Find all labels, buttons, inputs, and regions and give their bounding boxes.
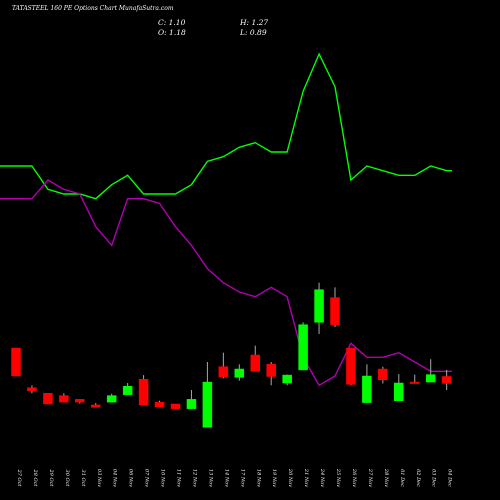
x-tick-label: 13 Nov: [207, 469, 213, 487]
x-tick-label: 28 Oct: [32, 469, 38, 488]
candle-body: [218, 366, 229, 378]
candle-body: [122, 386, 133, 395]
candle: [138, 375, 149, 406]
candle: [106, 393, 117, 403]
x-tick-label: 20 Nov: [287, 468, 293, 487]
x-tick-label: 04 Dec: [447, 469, 453, 487]
candle: [11, 347, 21, 377]
x-tick-label: 03 Dec: [431, 469, 437, 487]
chart-title: TATASTEEL 160 PE Options Chart MunafaSut…: [12, 5, 174, 12]
x-tick-label: 12 Nov: [191, 469, 197, 487]
candle: [441, 369, 452, 390]
candle-body: [106, 395, 117, 403]
candle-body: [234, 368, 245, 378]
candle: [250, 345, 260, 372]
open-value: O: 1.18: [158, 28, 186, 37]
x-tick-label: 06 Nov: [128, 469, 134, 487]
x-tick-label: 03 Nov: [96, 469, 102, 487]
candle: [91, 403, 101, 408]
candle: [378, 366, 388, 384]
x-tick-label: 30 Oct: [64, 470, 70, 488]
candle: [154, 400, 165, 408]
candle-body: [43, 393, 53, 405]
candle: [425, 359, 436, 383]
x-tick-label: 26 Nov: [351, 468, 357, 487]
x-tick-label: 28 Nov: [383, 468, 389, 487]
candle: [266, 362, 276, 386]
candle-body: [378, 368, 388, 380]
candle-body: [138, 379, 149, 406]
low-value: L: 0.89: [240, 28, 267, 37]
candle: [346, 347, 356, 386]
candle: [43, 393, 53, 405]
candle-body: [410, 381, 420, 384]
candle-body: [346, 347, 356, 385]
candle-body: [298, 324, 308, 371]
x-tick-label: 10 Nov: [160, 469, 166, 487]
candle: [170, 403, 181, 409]
candle: [362, 364, 372, 403]
candle-body: [202, 381, 213, 428]
x-tick-label: 25 Nov: [335, 468, 341, 487]
candle: [298, 322, 308, 371]
green-indicator-line: [0, 52, 452, 200]
x-tick-label: 27 Nov: [367, 468, 373, 487]
candles: [11, 282, 452, 428]
x-tick-label: 04 Nov: [112, 469, 118, 487]
x-tick-label: 11 Nov: [176, 469, 182, 487]
candle-body: [59, 395, 69, 403]
candle-body: [91, 404, 101, 408]
x-tick-label: 21 Nov: [303, 468, 309, 487]
candle: [410, 374, 420, 384]
candle-body: [441, 376, 452, 384]
indicator-lines: [0, 52, 452, 387]
candle: [59, 393, 69, 403]
close-value: C: 1.10: [158, 18, 186, 27]
candle: [234, 364, 245, 381]
high-value: H: 1.27: [240, 18, 269, 27]
candle-body: [266, 364, 276, 377]
candle: [122, 383, 133, 395]
x-tick-label: 24 Nov: [319, 468, 325, 487]
x-tick-label: 27 Oct: [16, 469, 22, 488]
purple-indicator-line: [0, 179, 452, 387]
candle: [314, 282, 324, 334]
candle: [330, 287, 340, 327]
candle: [282, 374, 292, 386]
candle: [218, 352, 229, 379]
candle-body: [282, 374, 292, 384]
x-axis-labels: 27 Oct 28 Oct 29 Oct 30 Oct 31 Oct 03 Nov 04 N…: [16, 468, 453, 487]
candle-body: [425, 374, 436, 383]
candle-body: [362, 375, 372, 403]
candle: [75, 399, 85, 404]
x-tick-label: 17 Nov: [239, 469, 245, 487]
candle-body: [170, 403, 181, 409]
candle-body: [11, 347, 21, 377]
x-tick-label: 14 Nov: [223, 469, 229, 487]
candle-body: [330, 297, 340, 325]
x-tick-label: 02 Dec: [415, 469, 421, 487]
candle-body: [75, 399, 85, 403]
candle-body: [27, 387, 37, 392]
x-tick-label: 18 Nov: [255, 469, 261, 487]
candle: [186, 390, 197, 409]
x-tick-label: 31 Oct: [80, 470, 86, 488]
candle: [27, 385, 37, 394]
candle-body: [394, 382, 404, 401]
candle-body: [186, 399, 197, 409]
x-tick-label: 01 Dec: [399, 469, 405, 487]
x-tick-label: 07 Nov: [144, 469, 150, 487]
candle-body: [250, 354, 260, 372]
candle: [394, 374, 404, 401]
candle-body: [154, 401, 165, 408]
x-tick-label: 19 Nov: [271, 469, 277, 487]
candle: [202, 362, 213, 428]
candle-body: [314, 289, 324, 323]
x-tick-label: 29 Oct: [48, 469, 54, 488]
